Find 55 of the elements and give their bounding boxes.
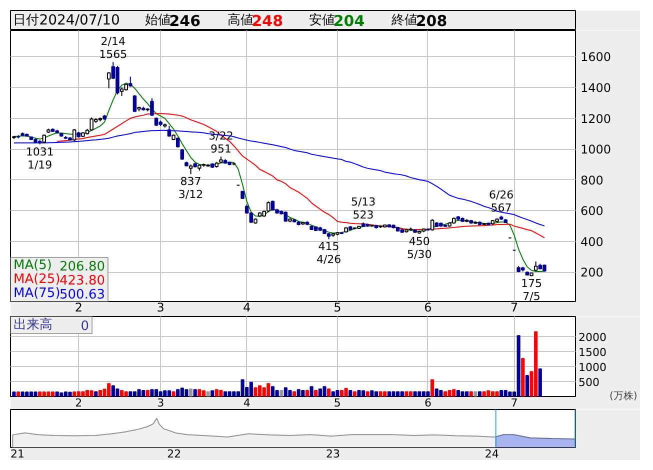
text: 246 [169, 12, 201, 30]
y-tick-label: 500 [578, 376, 600, 390]
x-tick-label: 21 [10, 448, 24, 460]
text: 204 [333, 12, 365, 30]
y-tick-label: 1200 [580, 112, 612, 126]
y-tick-label: 200 [580, 266, 604, 280]
x-tick-label: 2 [74, 300, 82, 314]
x-tick-label: 6 [424, 396, 432, 410]
y-tick-label: 2000 [578, 331, 606, 344]
x-tick-label: 6 [424, 300, 432, 314]
text: 日付 [13, 13, 40, 28]
y-axis-title: (万株) [609, 390, 638, 402]
annotation: 1031 1/19 [26, 145, 54, 172]
x-tick-label: 2 [75, 396, 82, 410]
text: 高値 [228, 12, 254, 28]
y-tick-label: 600 [580, 204, 604, 218]
y-tick-label: 1000 [580, 142, 612, 157]
x-tick-label: 3 [156, 300, 164, 314]
text: 終値 [390, 13, 418, 28]
x-tick-label: 5 [334, 300, 342, 314]
annotation: 0 [80, 319, 90, 334]
y-tick-label: 1500 [578, 346, 606, 360]
x-tick-label: 5 [334, 396, 341, 410]
annotation: 450 5/30 [407, 234, 432, 261]
x-tick-label: 4 [243, 300, 251, 314]
text: 248 [252, 12, 284, 30]
annotation: 415 4/26 [316, 240, 342, 266]
annotation: 423.80 [60, 274, 106, 288]
x-tick-label: 4 [243, 396, 250, 410]
x-tick-label: 23 [326, 448, 340, 460]
x-tick-label: 22 [167, 448, 182, 460]
text: MA(25) [13, 272, 60, 287]
y-tick-label: 800 [580, 173, 604, 188]
text: 始値 [145, 13, 172, 28]
annotation: 206.80 [60, 260, 106, 274]
text: MA(75) [13, 286, 60, 301]
y-tick-label: 400 [580, 234, 604, 249]
annotation: 500.63 [60, 288, 106, 302]
y-tick-label: 1000 [578, 361, 606, 374]
annotation: 2/14 1565 [99, 35, 128, 62]
annotation: 出来高 [13, 316, 52, 332]
x-tick-label: 7 [510, 396, 518, 410]
annotation: 6/26 567 [488, 188, 514, 215]
annotation: 5/13 523 [350, 196, 376, 222]
y-tick-label: 1600 [580, 50, 612, 64]
text: MA(5) [13, 258, 52, 273]
y-tick-label: 1400 [580, 80, 612, 95]
annotation: 837 3/12 [178, 175, 204, 202]
annotation: 175 7/5 [521, 277, 542, 304]
x-tick-label: 24 [484, 448, 499, 460]
x-tick-label: 7 [510, 300, 518, 314]
x-tick-label: 3 [157, 396, 164, 410]
text: 208 [416, 12, 448, 30]
text: 2024/07/10 [39, 12, 120, 28]
text: 安値 [309, 12, 336, 28]
